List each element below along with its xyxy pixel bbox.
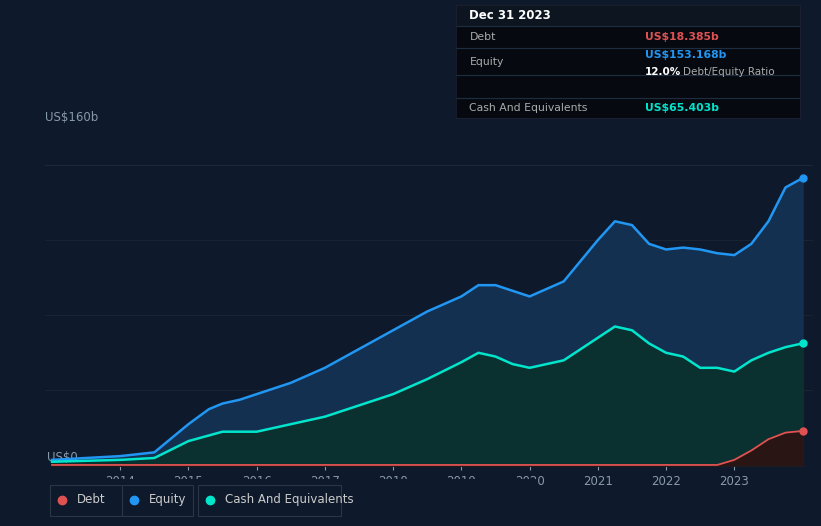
Text: Dec 31 2023: Dec 31 2023	[470, 9, 551, 22]
Text: 12.0%: 12.0%	[645, 67, 681, 77]
Text: US$65.403b: US$65.403b	[645, 103, 719, 113]
Text: US$18.385b: US$18.385b	[645, 32, 719, 42]
Text: US$153.168b: US$153.168b	[645, 50, 727, 60]
Text: Debt/Equity Ratio: Debt/Equity Ratio	[683, 67, 775, 77]
Text: Debt: Debt	[470, 32, 496, 42]
Text: Debt: Debt	[77, 493, 106, 506]
Text: Cash And Equivalents: Cash And Equivalents	[470, 103, 588, 113]
Text: US$0: US$0	[48, 451, 78, 464]
Text: Equity: Equity	[149, 493, 186, 506]
FancyBboxPatch shape	[456, 5, 800, 26]
Text: Equity: Equity	[470, 57, 504, 67]
Text: Cash And Equivalents: Cash And Equivalents	[225, 493, 354, 506]
Text: US$160b: US$160b	[45, 110, 99, 124]
